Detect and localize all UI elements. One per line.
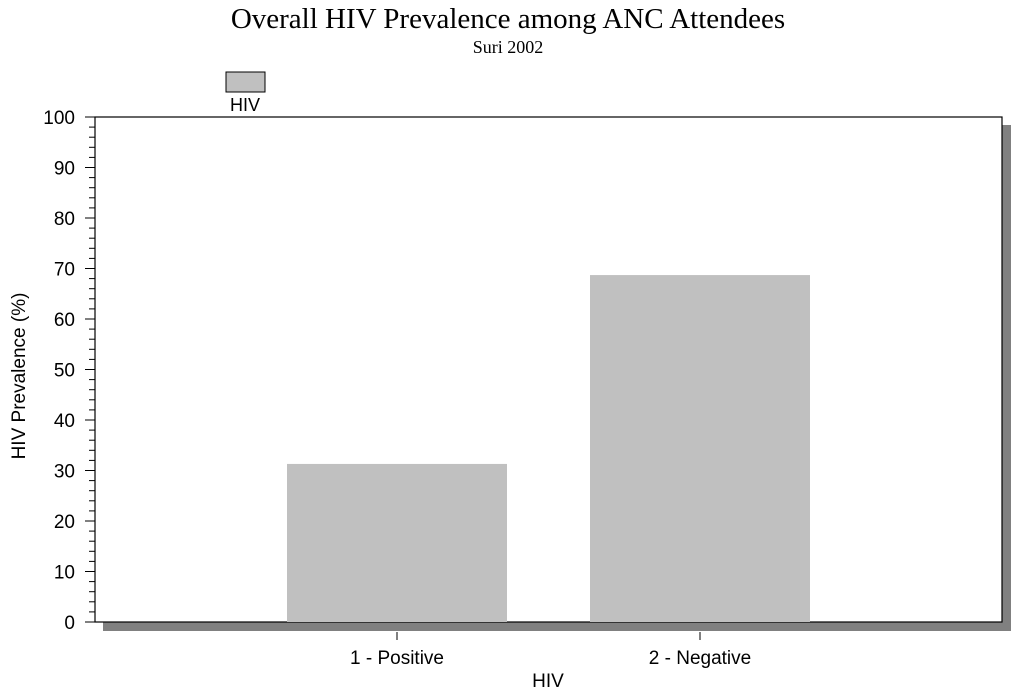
y-tick-label: 70	[54, 260, 75, 281]
bar-2	[590, 275, 810, 622]
bar-1	[287, 463, 507, 622]
y-tick-label: 80	[54, 209, 75, 230]
plot-frame	[94, 116, 1003, 623]
y-axis: 0 10 20 30 40 50 60 70 80 90 100	[43, 108, 95, 634]
x-tick-label: 1 - Positive	[350, 648, 444, 669]
y-axis-title: HIV Prevalence (%)	[9, 293, 30, 460]
y-tick-label: 100	[43, 108, 75, 129]
x-axis-title: HIV	[532, 671, 564, 692]
legend: HIV	[225, 71, 266, 115]
y-tick-label: 0	[64, 613, 75, 634]
y-tick-label: 90	[54, 159, 75, 180]
x-axis: 1 - Positive 2 - Negative	[350, 632, 751, 669]
bars	[287, 275, 810, 622]
chart-title: Overall HIV Prevalence among ANC Attende…	[231, 3, 785, 35]
x-tick-label: 2 - Negative	[649, 648, 751, 669]
y-tick-label: 10	[54, 563, 75, 584]
legend-swatch	[225, 71, 266, 93]
chart-subtitle: Suri 2002	[473, 37, 544, 57]
y-tick-label: 50	[54, 361, 75, 382]
y-tick-label: 30	[54, 462, 75, 483]
legend-label: HIV	[230, 95, 260, 115]
y-tick-label: 20	[54, 512, 75, 533]
y-tick-label: 60	[54, 310, 75, 331]
y-tick-label: 40	[54, 411, 75, 432]
